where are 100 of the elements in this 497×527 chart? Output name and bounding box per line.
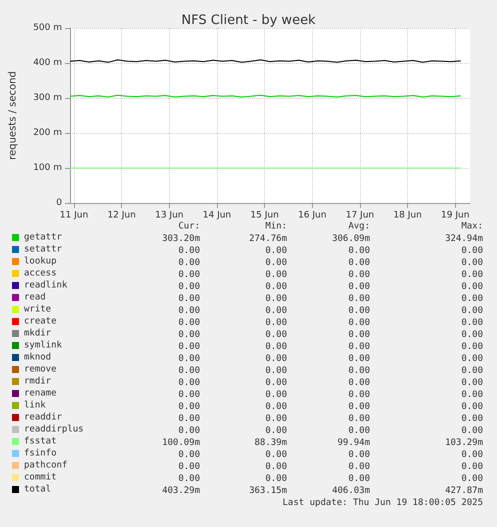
text: 0.00: [348, 378, 370, 388]
text: 324.94m: [445, 234, 483, 244]
text: 0.00: [461, 366, 483, 376]
text: 0.00: [348, 366, 370, 376]
legend-label: read: [24, 292, 46, 302]
legend-label: access: [24, 268, 57, 278]
text: 0.00: [348, 246, 370, 256]
legend-label: rmdir: [24, 376, 52, 386]
text: 0.00: [178, 354, 200, 364]
text: 0.00: [348, 330, 370, 340]
x-tick-label: 15 Jun: [250, 210, 279, 220]
text: 0.00: [178, 318, 200, 328]
text: 0.00: [461, 318, 483, 328]
text: 0.00: [348, 318, 370, 328]
text: 0.00: [461, 330, 483, 340]
text: 0.00: [265, 378, 287, 388]
text: 0.00: [461, 306, 483, 316]
text: 0.00: [265, 402, 287, 412]
text: 0.00: [348, 306, 370, 316]
text: 0.00: [461, 294, 483, 304]
x-tick-label: 19 Jun: [441, 210, 470, 220]
text: 0.00: [461, 270, 483, 280]
text: 0.00: [461, 450, 483, 460]
text: 0.00: [265, 462, 287, 472]
text: 403.29m: [162, 486, 200, 496]
y-tick-label: 0: [56, 198, 62, 208]
text: 0.00: [461, 426, 483, 436]
x-tick-label: 14 Jun: [202, 210, 232, 220]
y-tick-label: 100 m: [33, 163, 62, 173]
y-tick-label: 300 m: [33, 93, 62, 103]
text: Min:: [265, 222, 287, 232]
text: 0.00: [265, 246, 287, 256]
legend-label: lookup: [24, 256, 57, 266]
text: 0.00: [178, 366, 200, 376]
text: 0.00: [178, 342, 200, 352]
text: Avg:: [348, 222, 370, 232]
text: 0.00: [461, 258, 483, 268]
text: 0.00: [461, 354, 483, 364]
text: 0.00: [178, 474, 200, 484]
text: 0.00: [265, 258, 287, 268]
text: 99.94m: [337, 438, 370, 448]
text: 0.00: [178, 270, 200, 280]
chart-title: NFS Client - by week: [181, 13, 316, 28]
legend-label: create: [24, 316, 57, 326]
text: 274.76m: [249, 234, 287, 244]
x-tick-label: 13 Jun: [155, 210, 184, 220]
legend-label: remove: [24, 364, 57, 374]
legend-label: commit: [24, 472, 57, 482]
x-tick-label: 17 Jun: [346, 210, 374, 220]
text: 0.00: [461, 390, 483, 400]
text: 0.00: [178, 462, 200, 472]
text: 0.00: [178, 378, 200, 388]
text: 0.00: [265, 414, 287, 424]
legend-label: fsstat: [24, 436, 57, 446]
text: 0.00: [178, 450, 200, 460]
text: 0.00: [265, 390, 287, 400]
text: Cur:: [178, 222, 200, 232]
text: 0.00: [348, 270, 370, 280]
text: 0.00: [461, 342, 483, 352]
text: 100.09m: [162, 438, 200, 448]
text: 0.00: [461, 414, 483, 424]
text: 0.00: [178, 306, 200, 316]
text: 0.00: [348, 414, 370, 424]
legend-label: symlink: [24, 340, 63, 350]
x-tick-label: 18 Jun: [393, 210, 422, 220]
legend-label: rename: [24, 388, 57, 398]
text: 0.00: [348, 462, 370, 472]
text: 0.00: [178, 282, 200, 292]
legend-label: setattr: [24, 244, 63, 254]
legend-label: link: [24, 400, 46, 410]
text: 0.00: [265, 282, 287, 292]
legend-label: mkdir: [24, 328, 52, 338]
text: 306.09m: [332, 234, 370, 244]
text: 0.00: [265, 270, 287, 280]
x-tick-label: 12 Jun: [107, 210, 136, 220]
text: 0.00: [178, 294, 200, 304]
text: 88.39m: [254, 438, 287, 448]
text: 0.00: [265, 294, 287, 304]
text: 0.00: [178, 426, 200, 436]
text: 0.00: [348, 282, 370, 292]
text: 0.00: [265, 318, 287, 328]
text: 0.00: [348, 294, 370, 304]
text: 0.00: [348, 354, 370, 364]
x-tick-label: 16 Jun: [298, 210, 326, 220]
text: 0.00: [348, 258, 370, 268]
text: 0.00: [178, 246, 200, 256]
text: 427.87m: [445, 486, 483, 496]
text: 0.00: [178, 402, 200, 412]
y-tick-label: 500 m: [33, 23, 62, 33]
text: 0.00: [348, 390, 370, 400]
text: 406.03m: [332, 486, 370, 496]
y-axis-title: requests / second: [8, 71, 18, 160]
legend-label: write: [24, 304, 52, 314]
text: 0.00: [265, 354, 287, 364]
text: 303.20m: [162, 234, 200, 244]
x-tick-label: 11 Jun: [60, 210, 88, 220]
text: 0.00: [178, 390, 200, 400]
text: 0.00: [348, 426, 370, 436]
text: Last update: Thu Jun 19 18:00:05 2025: [282, 498, 483, 508]
text: 363.15m: [249, 486, 287, 496]
